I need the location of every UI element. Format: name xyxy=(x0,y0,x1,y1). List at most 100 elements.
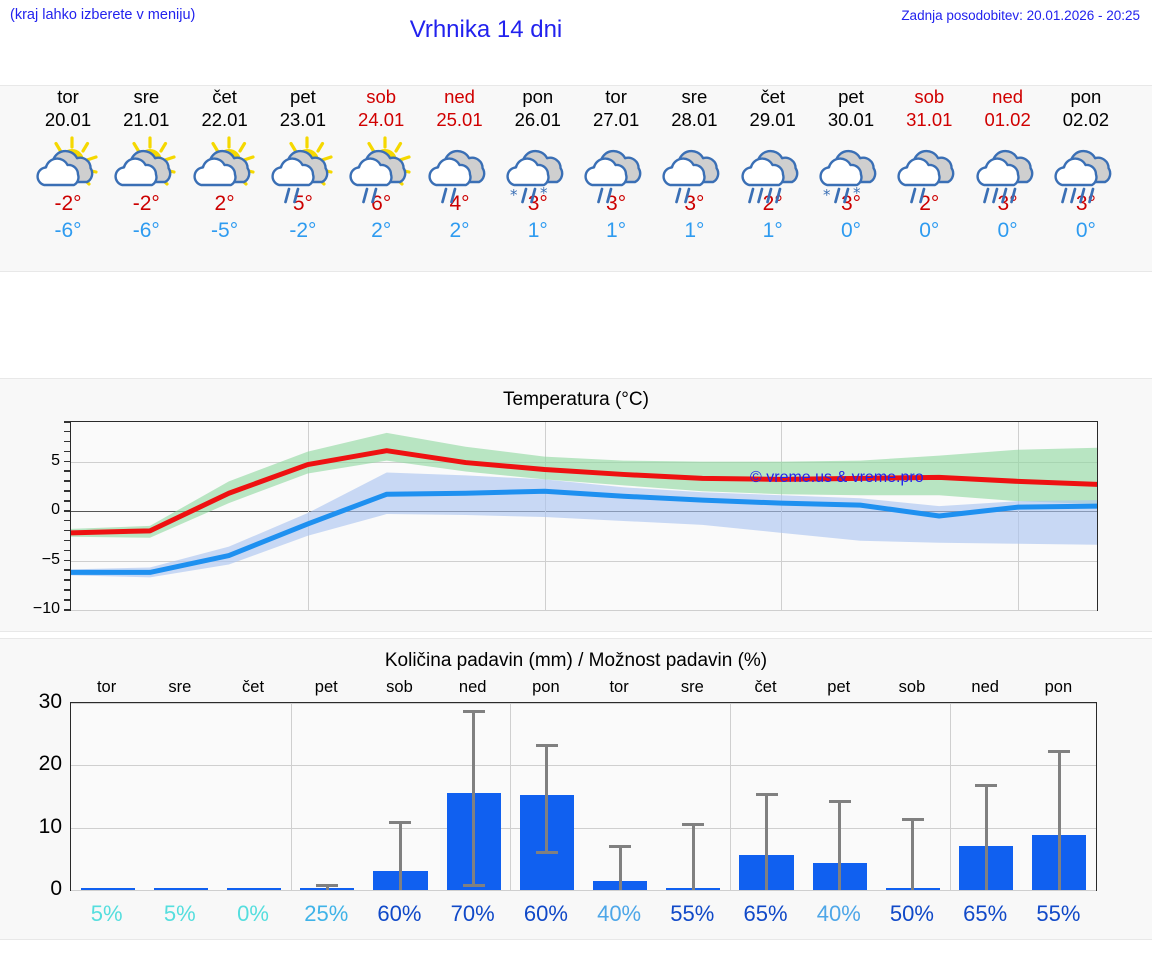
day-forecast-card[interactable]: sob 24.01 6° 2° xyxy=(342,86,420,244)
y-axis-tick-label: 0 xyxy=(51,501,60,519)
sun-behind-cloud-rain-icon xyxy=(342,134,420,204)
error-bar-cap xyxy=(975,784,998,788)
gridline xyxy=(290,703,292,890)
y-axis-minor-tick xyxy=(64,450,70,453)
precip-day-label: sre xyxy=(168,678,192,696)
temperature-chart-title: Temperatura (°C) xyxy=(503,389,649,410)
cloud-rain-icon xyxy=(890,134,968,204)
y-axis-tick-label: 5 xyxy=(51,451,60,469)
precipitation-bar[interactable] xyxy=(226,887,282,890)
day-name: pet xyxy=(290,86,316,107)
precip-day-label: čet xyxy=(242,678,265,696)
error-bar-cap xyxy=(535,744,558,748)
day-forecast-card[interactable]: tor 20.01 -2° -6° xyxy=(29,86,107,244)
day-min-temp: 0° xyxy=(1075,219,1096,242)
precipitation-bar[interactable] xyxy=(153,887,208,890)
y-axis-minor-tick xyxy=(64,510,70,512)
precipitation-probability: 40% xyxy=(816,901,861,926)
precip-day-label: ned xyxy=(971,678,999,696)
day-date: 01.02 xyxy=(984,109,1031,130)
gridline xyxy=(949,703,951,890)
day-name: ned xyxy=(992,86,1024,107)
y-axis-minor-tick xyxy=(64,480,70,482)
page-header: (kraj lahko izberete v meniju) Vrhnika 1… xyxy=(0,0,1152,60)
y-axis-minor-tick xyxy=(64,519,70,522)
day-forecast-card[interactable]: ned 01.02 3° 0° xyxy=(969,86,1047,244)
day-max-temp: 2° xyxy=(919,192,940,215)
day-forecast-card[interactable]: pet 30.01 * * 3° 0° xyxy=(812,86,890,244)
y-axis-tick-label: −5 xyxy=(41,550,60,568)
day-date: 22.01 xyxy=(201,109,248,130)
day-name: sob xyxy=(914,86,945,107)
day-forecast-card[interactable]: pon 26.01 * * 3° 1° xyxy=(499,86,577,244)
day-min-temp: -5° xyxy=(211,219,239,242)
page-title: Vrhnika 14 dni xyxy=(409,16,563,43)
cloud-rain-icon xyxy=(655,134,733,204)
error-bar-cap xyxy=(682,823,705,827)
precip-day-label: sob xyxy=(898,678,926,696)
day-name: ned xyxy=(444,86,475,107)
svg-text:*: * xyxy=(510,186,518,204)
precip-day-label: čet xyxy=(754,678,777,696)
error-bar-cap xyxy=(462,710,485,714)
precipitation-probability: 50% xyxy=(889,901,934,926)
sun-behind-cloud-icon xyxy=(107,134,185,190)
y-axis-minor-tick xyxy=(64,539,70,542)
day-date: 31.01 xyxy=(906,109,953,130)
day-min-temp: 2° xyxy=(371,219,392,242)
day-name: pon xyxy=(522,86,554,107)
precipitation-probability: 0% xyxy=(237,901,269,926)
gridline xyxy=(71,703,1096,704)
y-axis-tick-label: 30 xyxy=(38,690,62,713)
error-bar xyxy=(472,710,476,884)
y-axis-minor-tick xyxy=(64,549,70,552)
day-min-temp: -6° xyxy=(132,219,160,242)
day-date: 21.01 xyxy=(123,109,170,130)
day-name: sre xyxy=(133,86,160,107)
precipitation-plot-area xyxy=(70,702,1097,891)
day-name: sob xyxy=(366,86,397,107)
day-forecast-card[interactable]: pon 02.02 3° 0° xyxy=(1047,86,1125,244)
day-min-temp: 1° xyxy=(527,219,548,242)
precipitation-probability: 40% xyxy=(597,901,642,926)
y-axis-minor-tick xyxy=(64,490,70,492)
error-bar xyxy=(1057,749,1061,890)
y-axis-minor-tick xyxy=(64,529,70,532)
gridline xyxy=(729,703,731,890)
y-axis-minor-tick xyxy=(64,579,70,581)
day-forecast-card[interactable]: sre 28.01 3° 1° xyxy=(655,86,733,244)
y-axis-minor-tick xyxy=(64,559,70,562)
precipitation-probability: 25% xyxy=(304,901,349,926)
day-forecast-card[interactable]: ned 25.01 4° 2° xyxy=(421,86,499,244)
error-bar xyxy=(691,823,695,890)
copyright-text: © vreme.us & vreme.pro xyxy=(750,469,924,486)
day-forecast-card[interactable]: tor 27.01 3° 1° xyxy=(577,86,655,244)
day-min-temp: 0° xyxy=(919,219,940,242)
error-bar-cap xyxy=(755,793,778,797)
cloud-heavy-rain-icon xyxy=(1047,134,1125,204)
gridline xyxy=(71,610,1097,611)
day-forecast-card[interactable]: čet 29.01 2° 1° xyxy=(734,86,812,244)
day-name: pon xyxy=(1070,86,1102,107)
day-min-temp: 2° xyxy=(449,219,470,242)
day-date: 20.01 xyxy=(44,109,92,130)
day-forecast-card[interactable]: sob 31.01 2° 0° xyxy=(890,86,968,244)
y-axis-minor-tick xyxy=(64,599,70,601)
day-forecast-card[interactable]: čet 22.01 2° -5° xyxy=(186,86,264,244)
precip-day-label: ned xyxy=(458,678,487,696)
svg-text:*: * xyxy=(853,184,861,202)
day-max-temp: -2° xyxy=(54,192,82,215)
precipitation-probability: 5% xyxy=(90,901,123,926)
error-bar xyxy=(984,784,988,890)
day-date: 25.01 xyxy=(436,109,483,130)
error-bar xyxy=(838,800,842,890)
temperature-plot-area xyxy=(70,421,1098,611)
sun-behind-cloud-rain-icon xyxy=(264,134,342,204)
precipitation-bar[interactable] xyxy=(80,887,135,890)
day-forecast-card[interactable]: pet 23.01 5° -2° xyxy=(264,86,342,244)
day-max-temp: -2° xyxy=(132,192,160,215)
error-bar-cap xyxy=(1048,749,1071,753)
day-forecast-card[interactable]: sre 21.01 -2° -6° xyxy=(107,86,185,244)
y-axis-minor-tick xyxy=(64,470,70,472)
sun-behind-cloud-icon xyxy=(186,134,264,190)
